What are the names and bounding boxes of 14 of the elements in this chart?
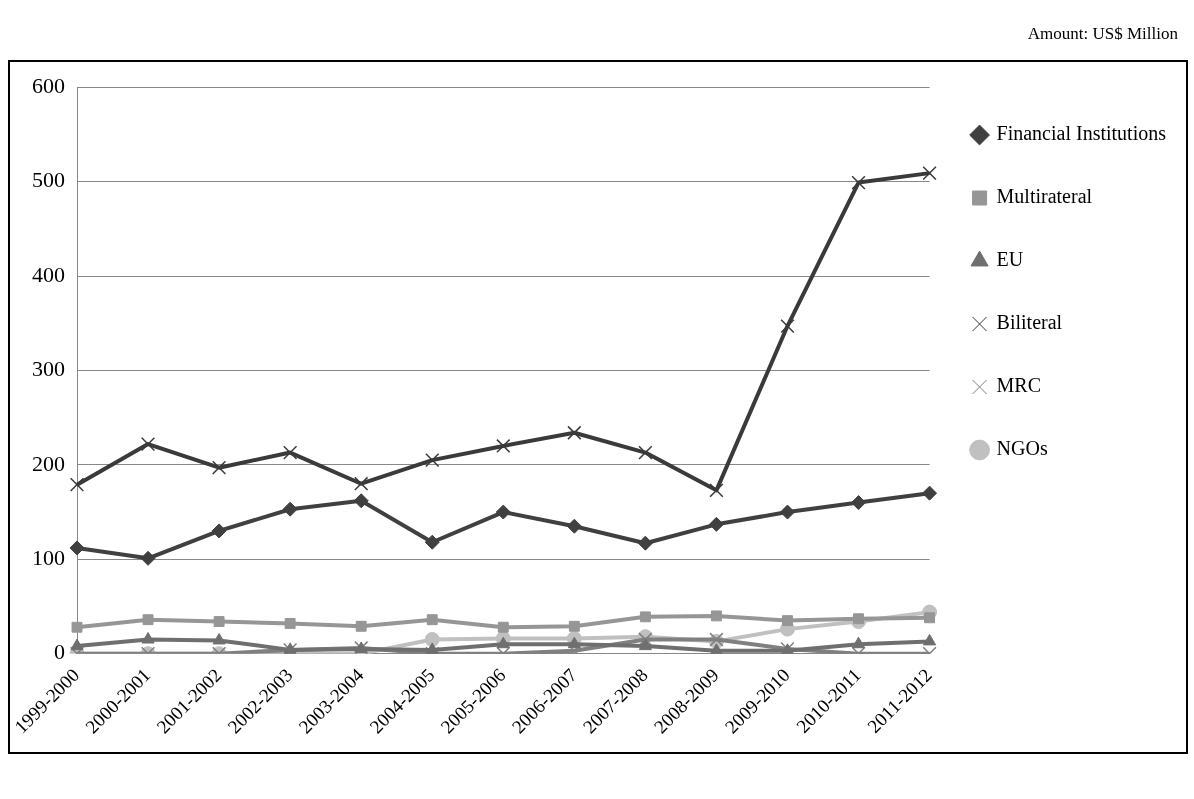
y-tick-label: 400 [32, 261, 65, 287]
y-tick-label: 0 [54, 639, 65, 665]
y-tick-label: 200 [32, 450, 65, 476]
text: Amount: US$ Million [1027, 24, 1178, 43]
y-tick-label: 500 [32, 167, 65, 193]
legend-label: MRC [996, 374, 1042, 397]
legend-label: Financial Institutions [996, 122, 1167, 145]
y-tick-label: 300 [32, 356, 65, 382]
y-tick-label: 100 [32, 545, 65, 571]
y-tick-label: 600 [32, 72, 65, 98]
legend-label: Biliteral [996, 311, 1063, 334]
legend-label: Multirateral [996, 185, 1093, 208]
legend-label: EU [996, 248, 1024, 271]
legend-label: NGOs [996, 437, 1048, 460]
